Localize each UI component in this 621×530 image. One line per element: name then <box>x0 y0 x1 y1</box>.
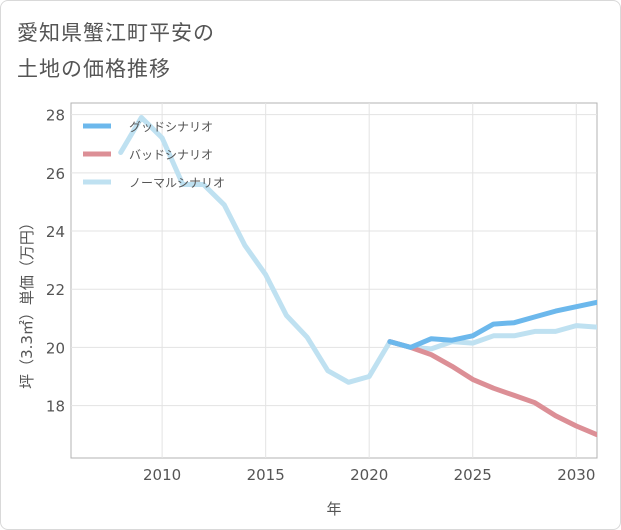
legend-label-2: ノーマルシナリオ <box>129 176 225 190</box>
series-line-2 <box>118 115 597 385</box>
y-tick-label: 20 <box>46 339 65 357</box>
legend-label-1: バッドシナリオ <box>129 148 213 162</box>
y-axis-ticks: 18 20 22 24 26 28 <box>46 107 65 416</box>
y-tick-label: 24 <box>46 223 65 241</box>
x-tick-label: 2025 <box>454 466 492 484</box>
x-tick-label: 2015 <box>247 466 285 484</box>
series-line-1 <box>387 339 597 438</box>
plot-area-border <box>70 102 598 459</box>
grid <box>71 103 597 458</box>
x-axis-ticks: 2010 2015 2020 2025 2030 <box>143 466 595 484</box>
chart-title-line-1: 愛知県蟹江町平安の <box>17 21 215 45</box>
x-tick-label: 2010 <box>143 466 181 484</box>
y-tick-label: 26 <box>46 165 65 183</box>
x-tick-label: 2020 <box>350 466 388 484</box>
x-tick-label: 2030 <box>557 466 595 484</box>
x-axis-title: 年 <box>326 500 341 518</box>
chart-title: 愛知県蟹江町平安の 土地の価格推移 <box>17 15 215 87</box>
legend-label-0: グッドシナリオ <box>129 120 213 134</box>
series-layer <box>118 115 597 438</box>
series-line-0 <box>387 299 597 350</box>
y-tick-label: 18 <box>46 398 65 416</box>
y-axis-title: 坪（3.3㎡）単価（万円） <box>18 215 36 389</box>
y-tick-label: 28 <box>46 107 65 125</box>
chart-title-line-2: 土地の価格推移 <box>17 57 171 81</box>
y-tick-label: 22 <box>46 281 65 299</box>
